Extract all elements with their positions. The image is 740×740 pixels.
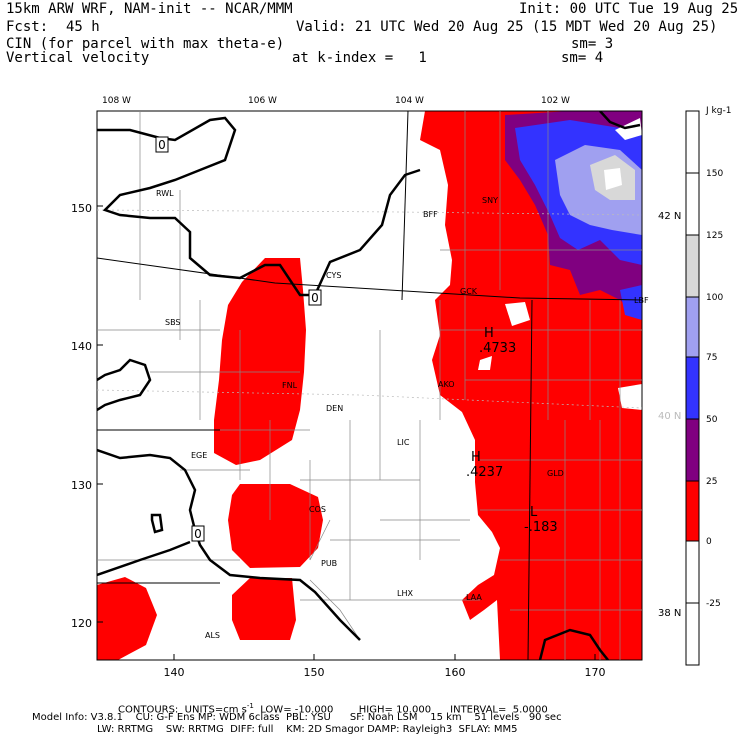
x-tick: 160 (445, 666, 466, 679)
forecast-label: Fcst: (6, 19, 49, 35)
station-label: RWL (156, 189, 174, 198)
high-symbol: H (484, 326, 494, 341)
lat-label: 40 N (658, 411, 681, 422)
contour-label: 0 (311, 291, 319, 305)
map-frame (96, 110, 643, 661)
axis-ticks (97, 205, 596, 660)
station-label: PUB (321, 559, 337, 568)
model-title: 15km ARW WRF, NAM-init -- NCAR/MMM (6, 1, 293, 17)
smoothing-1: sm= 3 (571, 36, 614, 52)
station-label: SNY (482, 196, 498, 205)
colorbar-units: J kg-1 (705, 106, 731, 116)
low-symbol: L (530, 505, 538, 520)
forecast-hour: 45 h (66, 19, 100, 35)
station-label: CYS (326, 271, 341, 280)
init-time: Init: 00 UTC Tue 19 Aug 25 (519, 1, 739, 17)
low-value: -.183 (524, 520, 558, 535)
station-label: ALS (205, 631, 220, 640)
state-lines (97, 111, 642, 660)
station-label: LHX (397, 589, 413, 598)
extrema-labels: H .4733 H .4237 L -.183 (466, 326, 558, 535)
high-value: .4237 (466, 465, 503, 480)
station-label: FNL (282, 381, 298, 390)
station-label: DEN (326, 404, 343, 413)
station-label: AKO (438, 380, 455, 389)
colorbar-level: 25 (706, 477, 717, 487)
lat-label: 42 N (658, 211, 681, 222)
y-tick: 120 (71, 617, 92, 630)
lon-label: 106 W (248, 96, 277, 106)
station-label: EGE (191, 451, 207, 460)
station-label: GCK (460, 287, 478, 296)
station-label: SBS (165, 318, 181, 327)
model-physics: LW: RRTMG SW: RRTMG DIFF: full KM: 2D Sm… (97, 724, 518, 735)
contour-label: 0 (158, 138, 166, 152)
smoothing-2: sm= 4 (561, 50, 604, 66)
x-tick: 150 (304, 666, 325, 679)
station-label: LIC (397, 438, 410, 447)
y-tick: 130 (71, 479, 92, 492)
station-label: GLD (547, 469, 564, 478)
station-label: COS (309, 505, 326, 514)
colorbar-level: 50 (706, 415, 718, 425)
colorbar-level: 150 (706, 169, 723, 179)
high-value: .4733 (479, 341, 516, 356)
colorbar-level: 75 (706, 353, 717, 363)
station-label: LAA (466, 593, 482, 602)
political-boundaries (97, 111, 642, 660)
x-tick: 140 (164, 666, 185, 679)
colorbar-level: -25 (706, 599, 721, 609)
lon-label: 104 W (395, 96, 424, 106)
valid-time: Valid: 21 UTC Wed 20 Aug 25 (15 MDT Wed … (296, 19, 718, 35)
colorbar-level: 100 (706, 293, 723, 303)
station-label: BFF (423, 210, 438, 219)
colorbar (685, 110, 700, 666)
lat-label: 38 N (658, 608, 681, 619)
colorbar-labels: J kg-1 150 125 100 75 50 25 0 -25 (705, 106, 731, 609)
model-info: Model Info: V3.8.1 CU: G-F Ens MP: WDM 6… (32, 712, 562, 723)
contour-units-exponent: -1 (246, 702, 254, 710)
contour-labels: 0 0 0 (155, 136, 322, 542)
lon-label: 108 W (102, 96, 131, 106)
left-y-ticks: 150 140 130 120 (71, 202, 92, 630)
k-index: at k-index = 1 (292, 50, 427, 66)
contour-label: 0 (194, 527, 202, 541)
graticule (97, 209, 642, 409)
cin-shading (97, 111, 642, 660)
field-title-cin: CIN (for parcel with max theta-e) (6, 36, 285, 52)
bottom-x-ticks: 140 150 160 170 (164, 666, 606, 679)
colorbar-level: 0 (706, 537, 712, 547)
right-lat-labels: 42 N 40 N 38 N (658, 211, 681, 619)
top-lon-labels: 108 W 106 W 104 W 102 W (102, 96, 570, 106)
colorbar-level: 125 (706, 231, 723, 241)
y-tick: 140 (71, 340, 92, 353)
contour-range: LOW= -10.000 HIGH= 10.000 INTERVAL= 5.00… (253, 704, 548, 716)
y-tick: 150 (71, 202, 92, 215)
field-title-vv: Vertical velocity (6, 50, 150, 66)
high-symbol: H (471, 450, 481, 465)
contour-info: CONTOURS: UNITS=cm s-1 LOW= -10.000 HIGH… (118, 700, 548, 716)
station-label: LBF (634, 296, 649, 305)
contour-units: CONTOURS: UNITS=cm s (118, 704, 247, 716)
x-tick: 170 (585, 666, 606, 679)
lon-label: 102 W (541, 96, 570, 106)
station-labels: RWL BFF SNY CYS SBS FNL AKO DEN LBF EGE … (156, 189, 649, 640)
